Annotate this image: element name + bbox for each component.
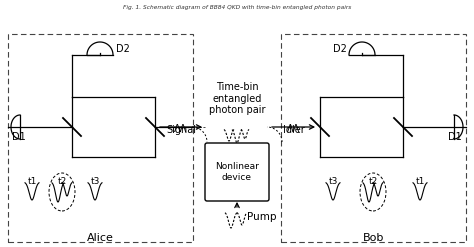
Text: D2: D2 [333,43,347,54]
Text: D1: D1 [448,132,462,142]
Text: Bob: Bob [363,233,385,243]
Text: D1: D1 [12,132,26,142]
Text: t3: t3 [328,177,337,186]
Text: t2: t2 [368,177,378,186]
Text: Time-bin
entangled
photon pair: Time-bin entangled photon pair [209,82,265,115]
Text: D2: D2 [116,43,130,54]
FancyBboxPatch shape [205,143,269,201]
Text: Nonlinear
device: Nonlinear device [215,162,259,182]
Text: t1: t1 [415,177,425,186]
Text: t2: t2 [57,177,67,186]
Text: Pump: Pump [247,212,276,222]
Text: ΛΛ: ΛΛ [287,124,300,134]
Text: Alice: Alice [87,233,113,243]
Text: Signal: Signal [166,125,196,135]
Text: t3: t3 [91,177,100,186]
Text: ΛΛ: ΛΛ [174,124,188,134]
Text: t1: t1 [27,177,36,186]
Text: Fig. 1. Schematic diagram of BB84 QKD with time-bin entangled photon pairs: Fig. 1. Schematic diagram of BB84 QKD wi… [123,5,351,10]
Text: Idler: Idler [283,125,304,135]
